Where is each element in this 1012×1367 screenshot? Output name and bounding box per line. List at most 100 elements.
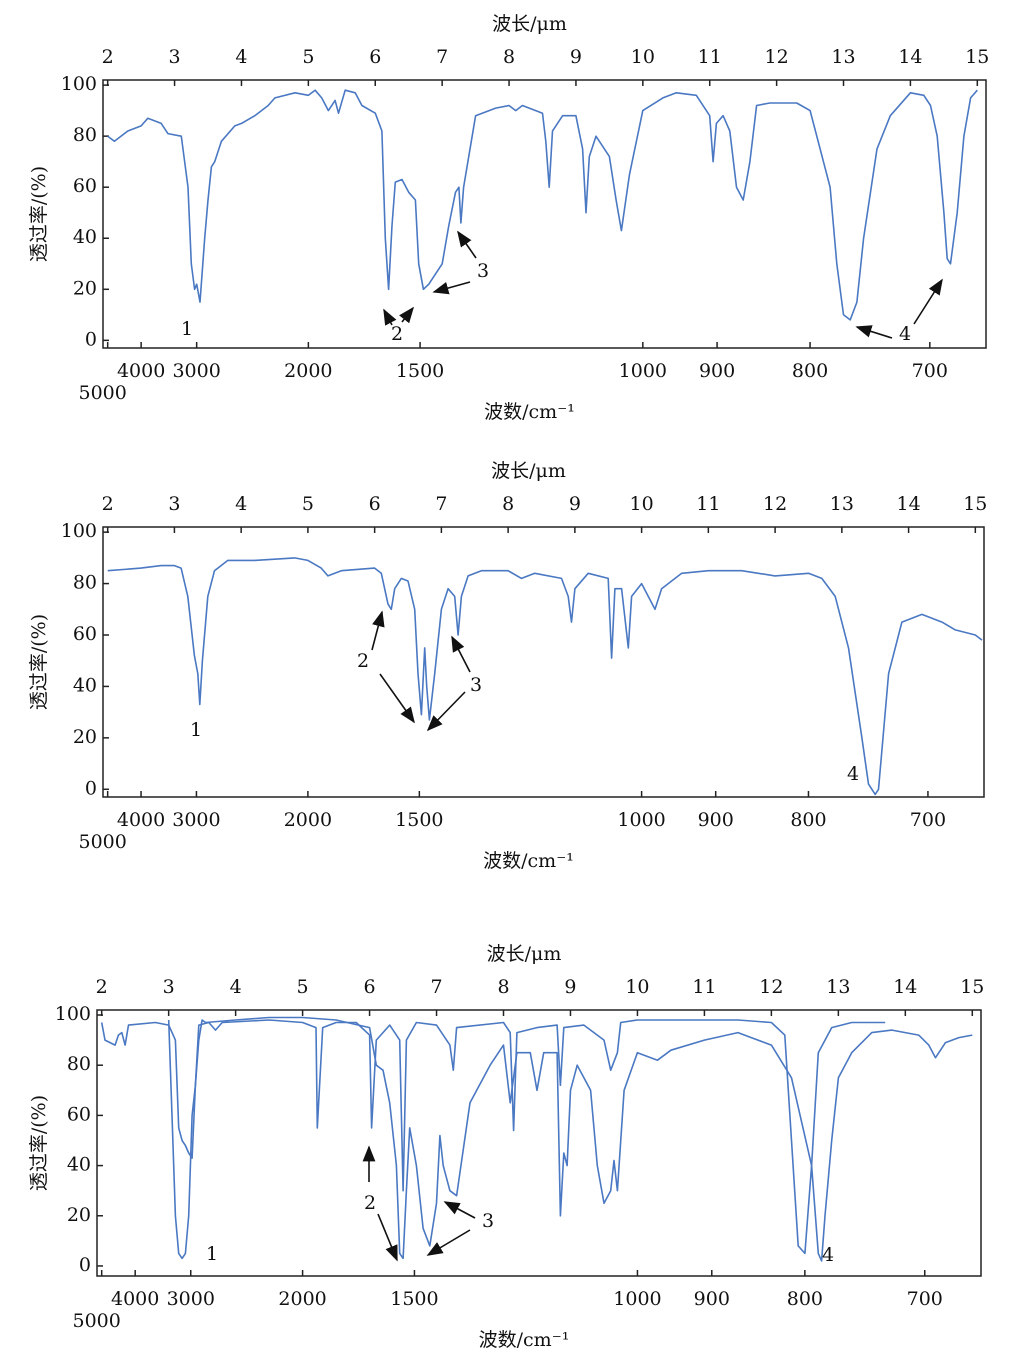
top-tick-label: 15 (963, 493, 987, 515)
top-tick-label: 14 (893, 976, 917, 998)
y-tick-label: 0 (85, 777, 97, 799)
bottom-tick-label: 700 (910, 809, 946, 831)
top-tick-label: 11 (698, 46, 722, 68)
top-tick-label: 5 (297, 976, 309, 998)
arrow (913, 278, 943, 325)
bottom-tick-label: 1000 (617, 809, 665, 831)
y-axis-title: 透过率/(%) (28, 166, 50, 262)
bottom-axis-title: 波数/cm⁻¹ (479, 1329, 570, 1351)
peak-label: 1 (190, 719, 202, 741)
peak-label: 2 (391, 323, 403, 345)
peak-label: 4 (899, 323, 911, 345)
arrow (432, 281, 471, 295)
y-tick-label: 100 (61, 520, 97, 542)
peak-label: 3 (482, 1210, 494, 1232)
top-tick-label: 13 (831, 46, 855, 68)
top-tick-label: 3 (169, 46, 181, 68)
arrow (451, 635, 471, 673)
top-tick-label: 12 (763, 493, 787, 515)
top-tick-label: 4 (230, 976, 242, 998)
top-tick-label: 7 (435, 493, 447, 515)
top-axis-title: 波长/μm (487, 943, 562, 965)
bottom-tick-label: 800 (787, 1288, 823, 1310)
y-tick-label: 20 (67, 1204, 91, 1226)
top-tick-label: 11 (696, 493, 720, 515)
top-tick-label: 14 (898, 46, 922, 68)
y-axis-title: 透过率/(%) (28, 1095, 50, 1191)
top-tick-label: 9 (564, 976, 576, 998)
top-tick-label: 6 (369, 46, 381, 68)
plot-frame (102, 79, 987, 349)
top-tick-label: 12 (765, 46, 789, 68)
bottom-tick-label: 1000 (619, 360, 667, 382)
top-tick-label: 8 (497, 976, 509, 998)
bottom-tick-label: 5000 (78, 831, 126, 853)
top-tick-label: 10 (625, 976, 649, 998)
top-tick-label: 13 (826, 976, 850, 998)
top-tick-label: 8 (503, 46, 515, 68)
arrow (399, 306, 414, 324)
plot-frame (96, 1009, 982, 1277)
y-tick-label: 60 (73, 175, 97, 197)
bottom-tick-label: 1500 (396, 360, 444, 382)
y-tick-label: 80 (73, 124, 97, 146)
bottom-tick-label: 3000 (172, 809, 220, 831)
bottom-tick-label: 800 (792, 360, 828, 382)
top-axis-title: 波长/μm (492, 13, 567, 35)
top-tick-label: 9 (569, 493, 581, 515)
bottom-tick-label: 4000 (111, 1288, 159, 1310)
arrow (371, 610, 385, 651)
top-tick-label: 4 (235, 46, 247, 68)
top-tick-label: 11 (692, 976, 716, 998)
bottom-tick-label: 3000 (172, 360, 220, 382)
top-tick-label: 7 (430, 976, 442, 998)
y-tick-label: 0 (85, 328, 97, 350)
bottom-tick-label: 800 (790, 809, 826, 831)
top-tick-label: 14 (896, 493, 920, 515)
y-tick-label: 20 (73, 277, 97, 299)
top-tick-label: 5 (302, 493, 314, 515)
y-tick-label: 80 (73, 572, 97, 594)
top-tick-label: 15 (960, 976, 984, 998)
arrow (855, 325, 893, 339)
peak-label: 2 (357, 650, 369, 672)
top-tick-label: 2 (96, 976, 108, 998)
top-axis-title: 波长/μm (491, 460, 566, 482)
top-tick-label: 3 (168, 493, 180, 515)
top-tick-label: 10 (631, 46, 655, 68)
top-tick-label: 3 (163, 976, 175, 998)
top-tick-label: 2 (102, 46, 114, 68)
top-tick-label: 6 (364, 976, 376, 998)
y-tick-label: 60 (67, 1103, 91, 1125)
bottom-tick-label: 1000 (613, 1288, 661, 1310)
arrow (383, 308, 397, 326)
arrow (426, 691, 466, 732)
arrow (377, 1213, 398, 1262)
spectrum-line (100, 1019, 886, 1255)
bottom-tick-label: 2000 (278, 1288, 326, 1310)
plot-frame (102, 526, 985, 798)
peak-label: 3 (470, 674, 482, 696)
y-tick-label: 100 (61, 73, 97, 95)
y-tick-label: 40 (73, 226, 97, 248)
peak-label: 3 (477, 260, 489, 282)
peak-label: 1 (206, 1243, 218, 1265)
top-tick-label: 4 (235, 493, 247, 515)
y-tick-label: 40 (67, 1154, 91, 1176)
y-tick-label: 100 (55, 1003, 91, 1025)
y-tick-label: 80 (67, 1053, 91, 1075)
spectrum-line (167, 1016, 973, 1262)
y-tick-label: 40 (73, 674, 97, 696)
bottom-tick-label: 4000 (117, 809, 165, 831)
peak-label: 4 (822, 1244, 834, 1266)
top-tick-label: 7 (436, 46, 448, 68)
arrow (457, 230, 477, 259)
bottom-tick-label: 900 (699, 360, 735, 382)
spectrum-line (107, 89, 978, 321)
top-tick-label: 2 (102, 493, 114, 515)
top-tick-label: 13 (830, 493, 854, 515)
arrow (443, 1201, 476, 1219)
top-tick-label: 6 (369, 493, 381, 515)
bottom-tick-label: 4000 (117, 360, 165, 382)
bottom-tick-label: 900 (694, 1288, 730, 1310)
